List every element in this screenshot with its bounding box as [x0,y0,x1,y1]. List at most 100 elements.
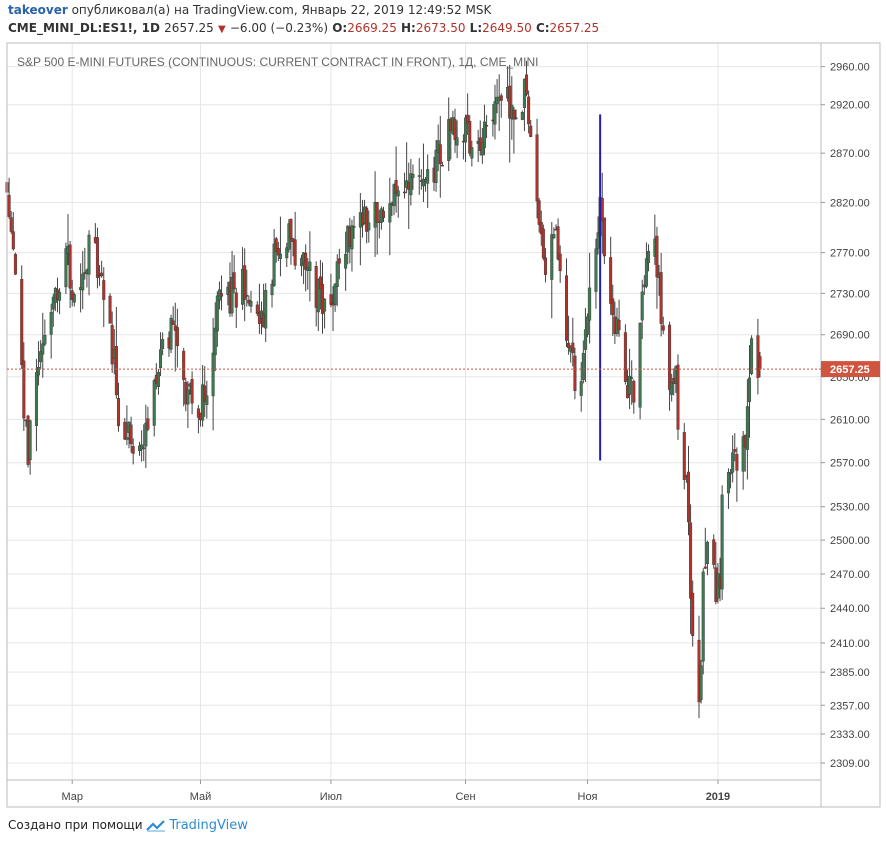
candle-body [535,134,539,202]
candle-body [11,231,15,250]
candle-body [640,291,644,321]
candle-body [552,234,556,239]
candle-body [567,342,571,349]
candle-body [689,522,693,599]
candle-body [329,294,333,305]
candle-body [705,541,709,565]
candle-body [392,184,396,207]
candle-body [508,85,512,119]
candle-body [182,350,186,380]
x-axis: Мар Май Июл Сен Ноя 2019 [61,780,730,803]
candle-body [278,253,282,259]
candle-body [747,377,751,403]
candle-body [131,446,135,454]
candle-body [409,173,413,196]
candle-body [51,296,55,310]
y-tick-label: 2690.00 [830,330,870,342]
candle-body [638,322,642,408]
candle-body [686,471,690,523]
close-value: 2657.25 [549,21,600,35]
high-label: H: [401,21,416,35]
candle-body [699,665,703,700]
candle-body [264,290,268,329]
candle-body [175,327,179,347]
candle-body [411,174,415,178]
tradingview-link[interactable]: TradingView [169,818,248,833]
candle-body [220,293,224,297]
candle-body [7,194,11,217]
candle-body [741,436,745,472]
candle-body [417,175,421,177]
candle-body [64,248,68,288]
candle-body [20,278,24,365]
candle-body [512,109,516,120]
candle-body [525,74,529,95]
candle-body [171,320,175,326]
candle-body [274,238,278,253]
y-tick-label: 2870.00 [830,148,870,160]
author-link[interactable]: takeover [8,3,68,17]
candle-body [102,280,106,300]
candle-body [468,120,472,154]
candle-body [588,287,592,321]
y-tick-label: 2440.00 [830,603,870,615]
candle-body [527,96,531,125]
published-text: опубликовал(а) на TradingView.com, Январ… [71,3,492,17]
y-tick-label: 2309.00 [830,758,870,770]
candle-body [72,294,76,303]
candle-body [159,349,163,369]
candle-body [245,294,249,297]
y-tick-label: 2570.00 [830,458,870,470]
y-tick-label: 2410.00 [830,638,870,650]
candle-body [628,375,632,395]
candle-body [318,276,322,290]
candle-body [632,381,636,403]
candle-body [129,424,133,445]
candle-body [659,272,663,324]
candle-body [230,277,234,314]
candle-body [644,258,648,287]
candle-body [190,379,194,404]
candle-body [682,432,686,480]
candle-body [611,298,615,316]
y-tick-label: 2610.00 [830,414,870,426]
candle-body [579,381,583,396]
y-tick-label: 2385.00 [830,667,870,679]
candle-body [623,332,627,382]
candle-body [201,384,205,421]
candle-body [731,452,735,473]
candle-body [304,252,308,270]
candle-body [205,395,209,406]
candle-body [661,325,665,331]
x-tick-label: Май [190,791,212,803]
open-label: O: [332,21,348,35]
candle-body [249,301,253,307]
candle-body [333,283,337,305]
y-tick-label: 2920.00 [830,100,870,112]
candle-body [344,253,348,269]
candle-body [350,225,354,250]
x-tick-label: 2019 [706,791,730,803]
candle-body [438,144,442,165]
publish-info: takeover опубликовал(а) на TradingView.c… [8,3,491,17]
candle-body [323,298,327,312]
open-value: 2669.25 [347,21,397,35]
candle-body [367,222,371,231]
candle-body [758,356,762,370]
candle-body [396,190,400,197]
candle-body [581,352,585,381]
candle-body [293,239,297,266]
candle-body [453,119,457,141]
candle-body [146,418,150,430]
candle-body [703,566,707,569]
candle-body [571,342,575,354]
candle-body [169,317,173,350]
candle-body [211,352,215,397]
candle-body [382,210,386,218]
x-tick-label: Мар [61,791,83,803]
y-tick-label: 2357.00 [830,700,870,712]
y-tick-label: 2333.00 [830,729,870,741]
candle-body [100,272,104,277]
candle-body [485,124,489,127]
